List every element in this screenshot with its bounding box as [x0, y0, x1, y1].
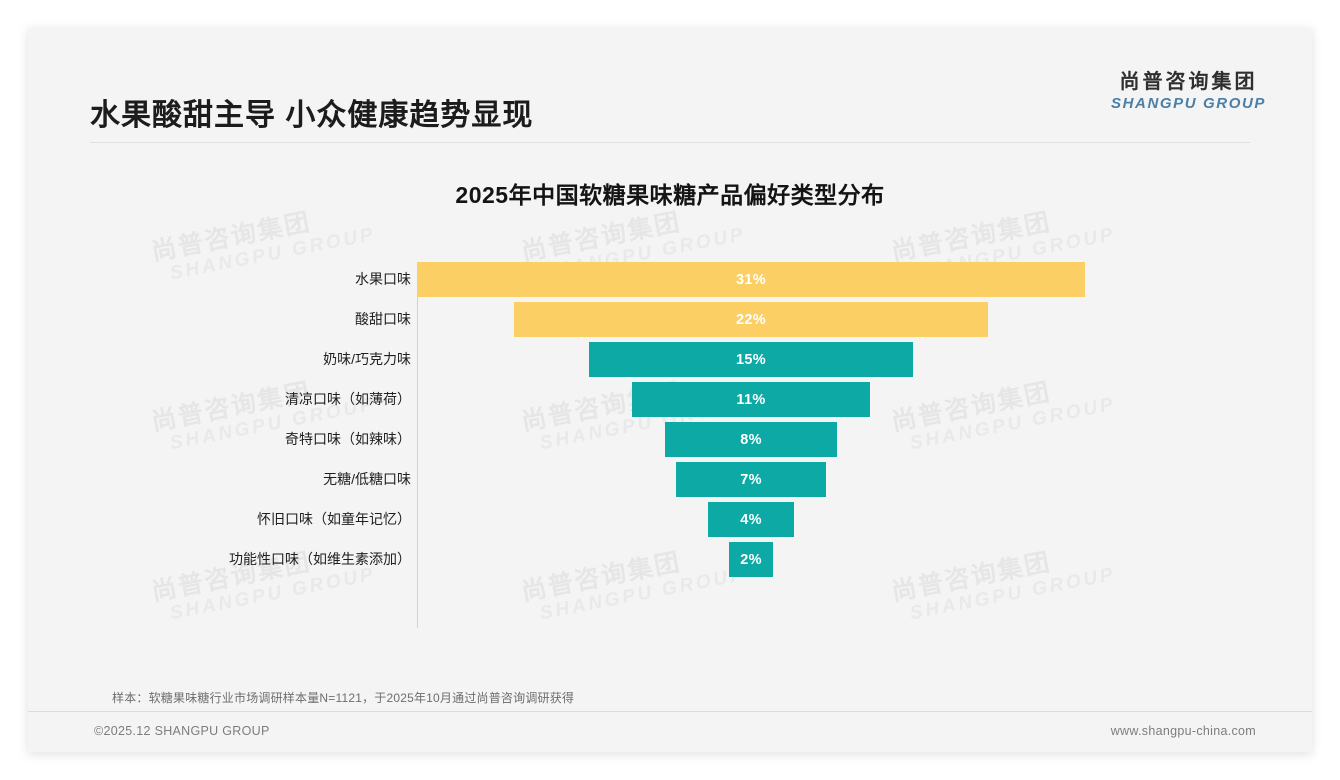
funnel-row: 水果口味 31% [28, 262, 1312, 297]
bar-value-label: 15% [736, 351, 766, 368]
funnel-row: 无糖/低糖口味 7% [28, 462, 1312, 497]
category-label: 无糖/低糖口味 [323, 471, 411, 487]
bar-value-label: 2% [740, 551, 762, 568]
category-label: 功能性口味（如维生素添加） [229, 551, 411, 567]
brand-logo: 尚普咨询集团 SHANGPU GROUP [1111, 70, 1266, 113]
funnel-row: 怀旧口味（如童年记忆） 4% [28, 502, 1312, 537]
footer-divider [28, 711, 1312, 712]
page-title: 水果酸甜主导 小众健康趋势显现 [90, 99, 534, 132]
funnel-bar[interactable]: 8% [664, 422, 838, 457]
slide-canvas: 尚普咨询集团 SHANGPU GROUP 尚普咨询集团 SHANGPU GROU… [28, 28, 1312, 752]
bar-value-label: 31% [736, 271, 766, 288]
funnel-rows: 水果口味 31% 酸甜口味 22% 奶味/巧克力味 15% 清凉口味（如薄荷） 11% 奇特口味… [28, 262, 1312, 582]
funnel-bar[interactable]: 31% [417, 262, 1085, 297]
category-label: 怀旧口味（如童年记忆） [257, 511, 411, 527]
category-label: 奶味/巧克力味 [323, 351, 411, 367]
bar-value-label: 8% [740, 431, 762, 448]
funnel-bar[interactable]: 7% [675, 462, 827, 497]
funnel-bar[interactable]: 2% [729, 542, 773, 577]
slide-footer: ©2025.12 SHANGPU GROUP www.shangpu-china… [28, 711, 1312, 752]
chart-axis-line [417, 262, 418, 628]
funnel-row: 酸甜口味 22% [28, 302, 1312, 337]
funnel-row: 奶味/巧克力味 15% [28, 342, 1312, 377]
funnel-bar[interactable]: 15% [589, 342, 913, 377]
bar-value-label: 7% [740, 471, 762, 488]
bar-value-label: 11% [736, 391, 766, 408]
funnel-row: 功能性口味（如维生素添加） 2% [28, 542, 1312, 577]
chart-title: 2025年中国软糖果味糖产品偏好类型分布 [455, 182, 885, 208]
slide-header: 水果酸甜主导 小众健康趋势显现 尚普咨询集团 SHANGPU GROUP [28, 28, 1312, 132]
funnel-row: 清凉口味（如薄荷） 11% [28, 382, 1312, 417]
category-label: 水果口味 [355, 271, 411, 287]
source-note: 样本：软糖果味糖行业市场调研样本量N=1121，于2025年10月通过尚普咨询调… [112, 691, 575, 705]
funnel-bar[interactable]: 4% [707, 502, 795, 537]
bar-value-label: 22% [736, 311, 766, 328]
category-label: 酸甜口味 [355, 311, 411, 327]
funnel-bar[interactable]: 22% [513, 302, 989, 337]
bar-value-label: 4% [740, 511, 762, 528]
title-divider [90, 142, 1250, 143]
funnel-bar[interactable]: 11% [632, 382, 870, 417]
category-label: 奇特口味（如辣味） [285, 431, 411, 447]
funnel-row: 奇特口味（如辣味） 8% [28, 422, 1312, 457]
logo-cn-text: 尚普咨询集团 [1119, 71, 1258, 93]
copyright-text: ©2025.12 SHANGPU GROUP [94, 724, 270, 738]
funnel-chart: 水果口味 31% 酸甜口味 22% 奶味/巧克力味 15% 清凉口味（如薄荷） 11% 奇特口味… [28, 233, 1312, 663]
website-link[interactable]: www.shangpu-china.com [1110, 724, 1256, 738]
logo-en-text: SHANGPU GROUP [1111, 95, 1266, 112]
category-label: 清凉口味（如薄荷） [285, 391, 411, 407]
